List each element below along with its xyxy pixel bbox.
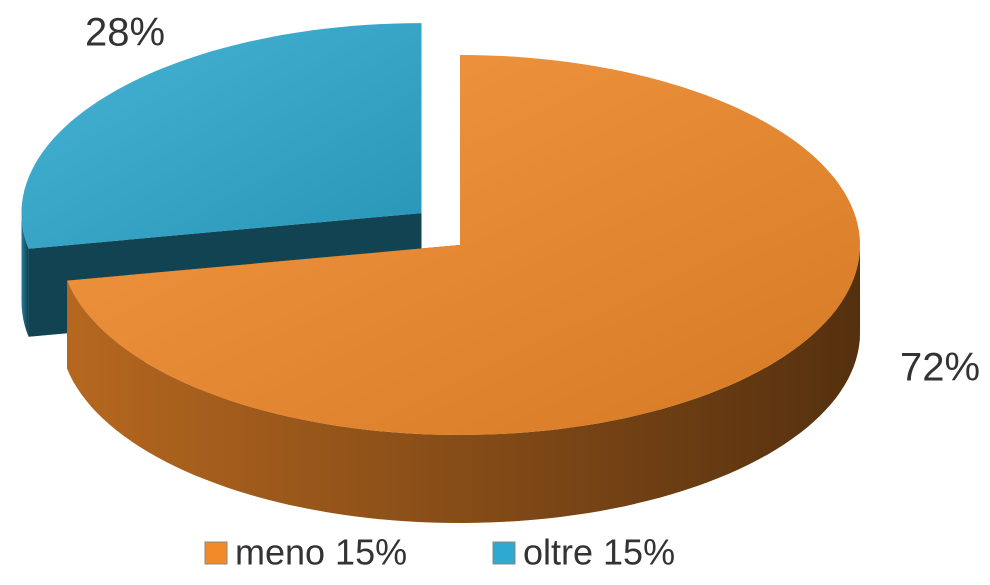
legend-swatch: [204, 541, 228, 565]
legend-label: oltre 15%: [523, 532, 675, 573]
slice-shade: [67, 55, 861, 435]
data-label: 28%: [85, 11, 165, 55]
slice-side-shade: [21, 213, 29, 337]
slice-shade: [21, 23, 422, 249]
data-label: 72%: [900, 346, 980, 390]
legend-swatch: [492, 541, 516, 565]
slice-side-shade: [67, 245, 861, 523]
legend-label: meno 15%: [235, 532, 407, 573]
